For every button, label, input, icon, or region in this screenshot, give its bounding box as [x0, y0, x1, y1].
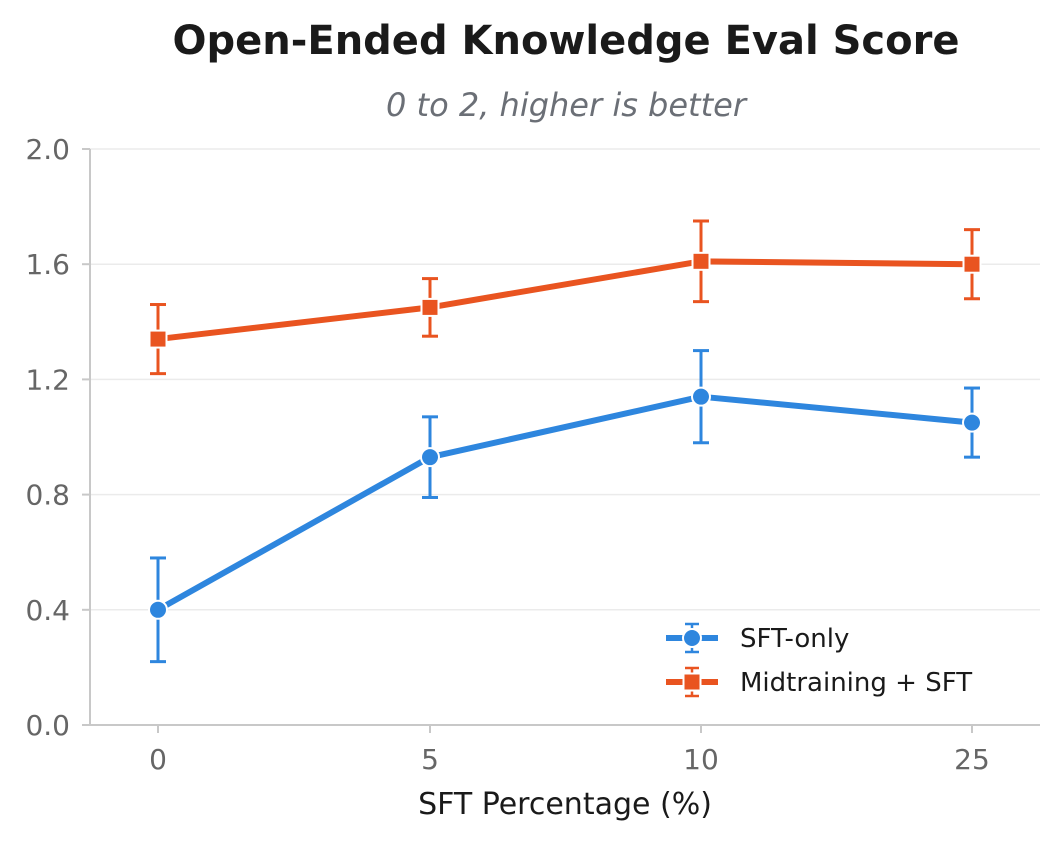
series — [148, 219, 982, 664]
legend-label: SFT-only — [740, 624, 849, 654]
gridlines — [90, 148, 1040, 611]
x-tick-label: 5 — [421, 743, 439, 776]
series-line — [155, 393, 975, 613]
chart-title: Open-Ended Knowledge Eval Score — [173, 18, 960, 64]
legend-marker — [682, 672, 702, 692]
data-point — [420, 447, 440, 468]
data-point — [691, 251, 711, 271]
legend-item: Midtraining + SFT — [666, 666, 972, 698]
x-tick-label: 0 — [149, 743, 167, 776]
series-midtraining-sft — [148, 219, 982, 376]
data-point — [420, 297, 440, 317]
data-point — [148, 599, 168, 620]
data-point — [962, 412, 982, 433]
y-tick-label: 1.6 — [25, 248, 70, 281]
legend-marker — [682, 628, 702, 648]
x-tick-label: 10 — [683, 743, 719, 776]
chart-subtitle: 0 to 2, higher is better — [386, 86, 748, 124]
y-tick-label: 0.0 — [25, 709, 70, 742]
y-tick-label: 0.8 — [25, 479, 70, 512]
series-sft-only — [148, 349, 982, 664]
data-point — [148, 329, 168, 349]
x-axis-label: SFT Percentage (%) — [418, 787, 712, 822]
x-tick-label: 25 — [954, 743, 990, 776]
y-tick-label: 1.2 — [25, 363, 70, 396]
data-point — [691, 386, 711, 407]
legend: SFT-only Midtraining + SFT — [666, 622, 972, 698]
y-tick-label: 2.0 — [25, 133, 70, 166]
axes — [89, 149, 1040, 726]
legend-label: Midtraining + SFT — [740, 668, 972, 698]
axis-ticks: 0.0 0.4 0.8 1.2 1.6 2.0 0 5 10 25 — [25, 133, 989, 776]
data-point — [962, 254, 982, 274]
series-line — [155, 258, 975, 343]
y-tick-label: 0.4 — [25, 594, 70, 627]
legend-item: SFT-only — [666, 622, 849, 654]
